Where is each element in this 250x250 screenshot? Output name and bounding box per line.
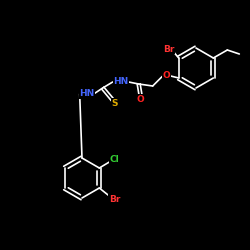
Text: Cl: Cl bbox=[110, 156, 119, 164]
Text: O: O bbox=[137, 94, 144, 104]
Text: Br: Br bbox=[163, 44, 174, 54]
Text: Br: Br bbox=[109, 194, 120, 203]
Text: HN: HN bbox=[79, 90, 94, 98]
Text: S: S bbox=[112, 98, 118, 108]
Text: HN: HN bbox=[113, 78, 128, 86]
Text: O: O bbox=[163, 72, 170, 80]
